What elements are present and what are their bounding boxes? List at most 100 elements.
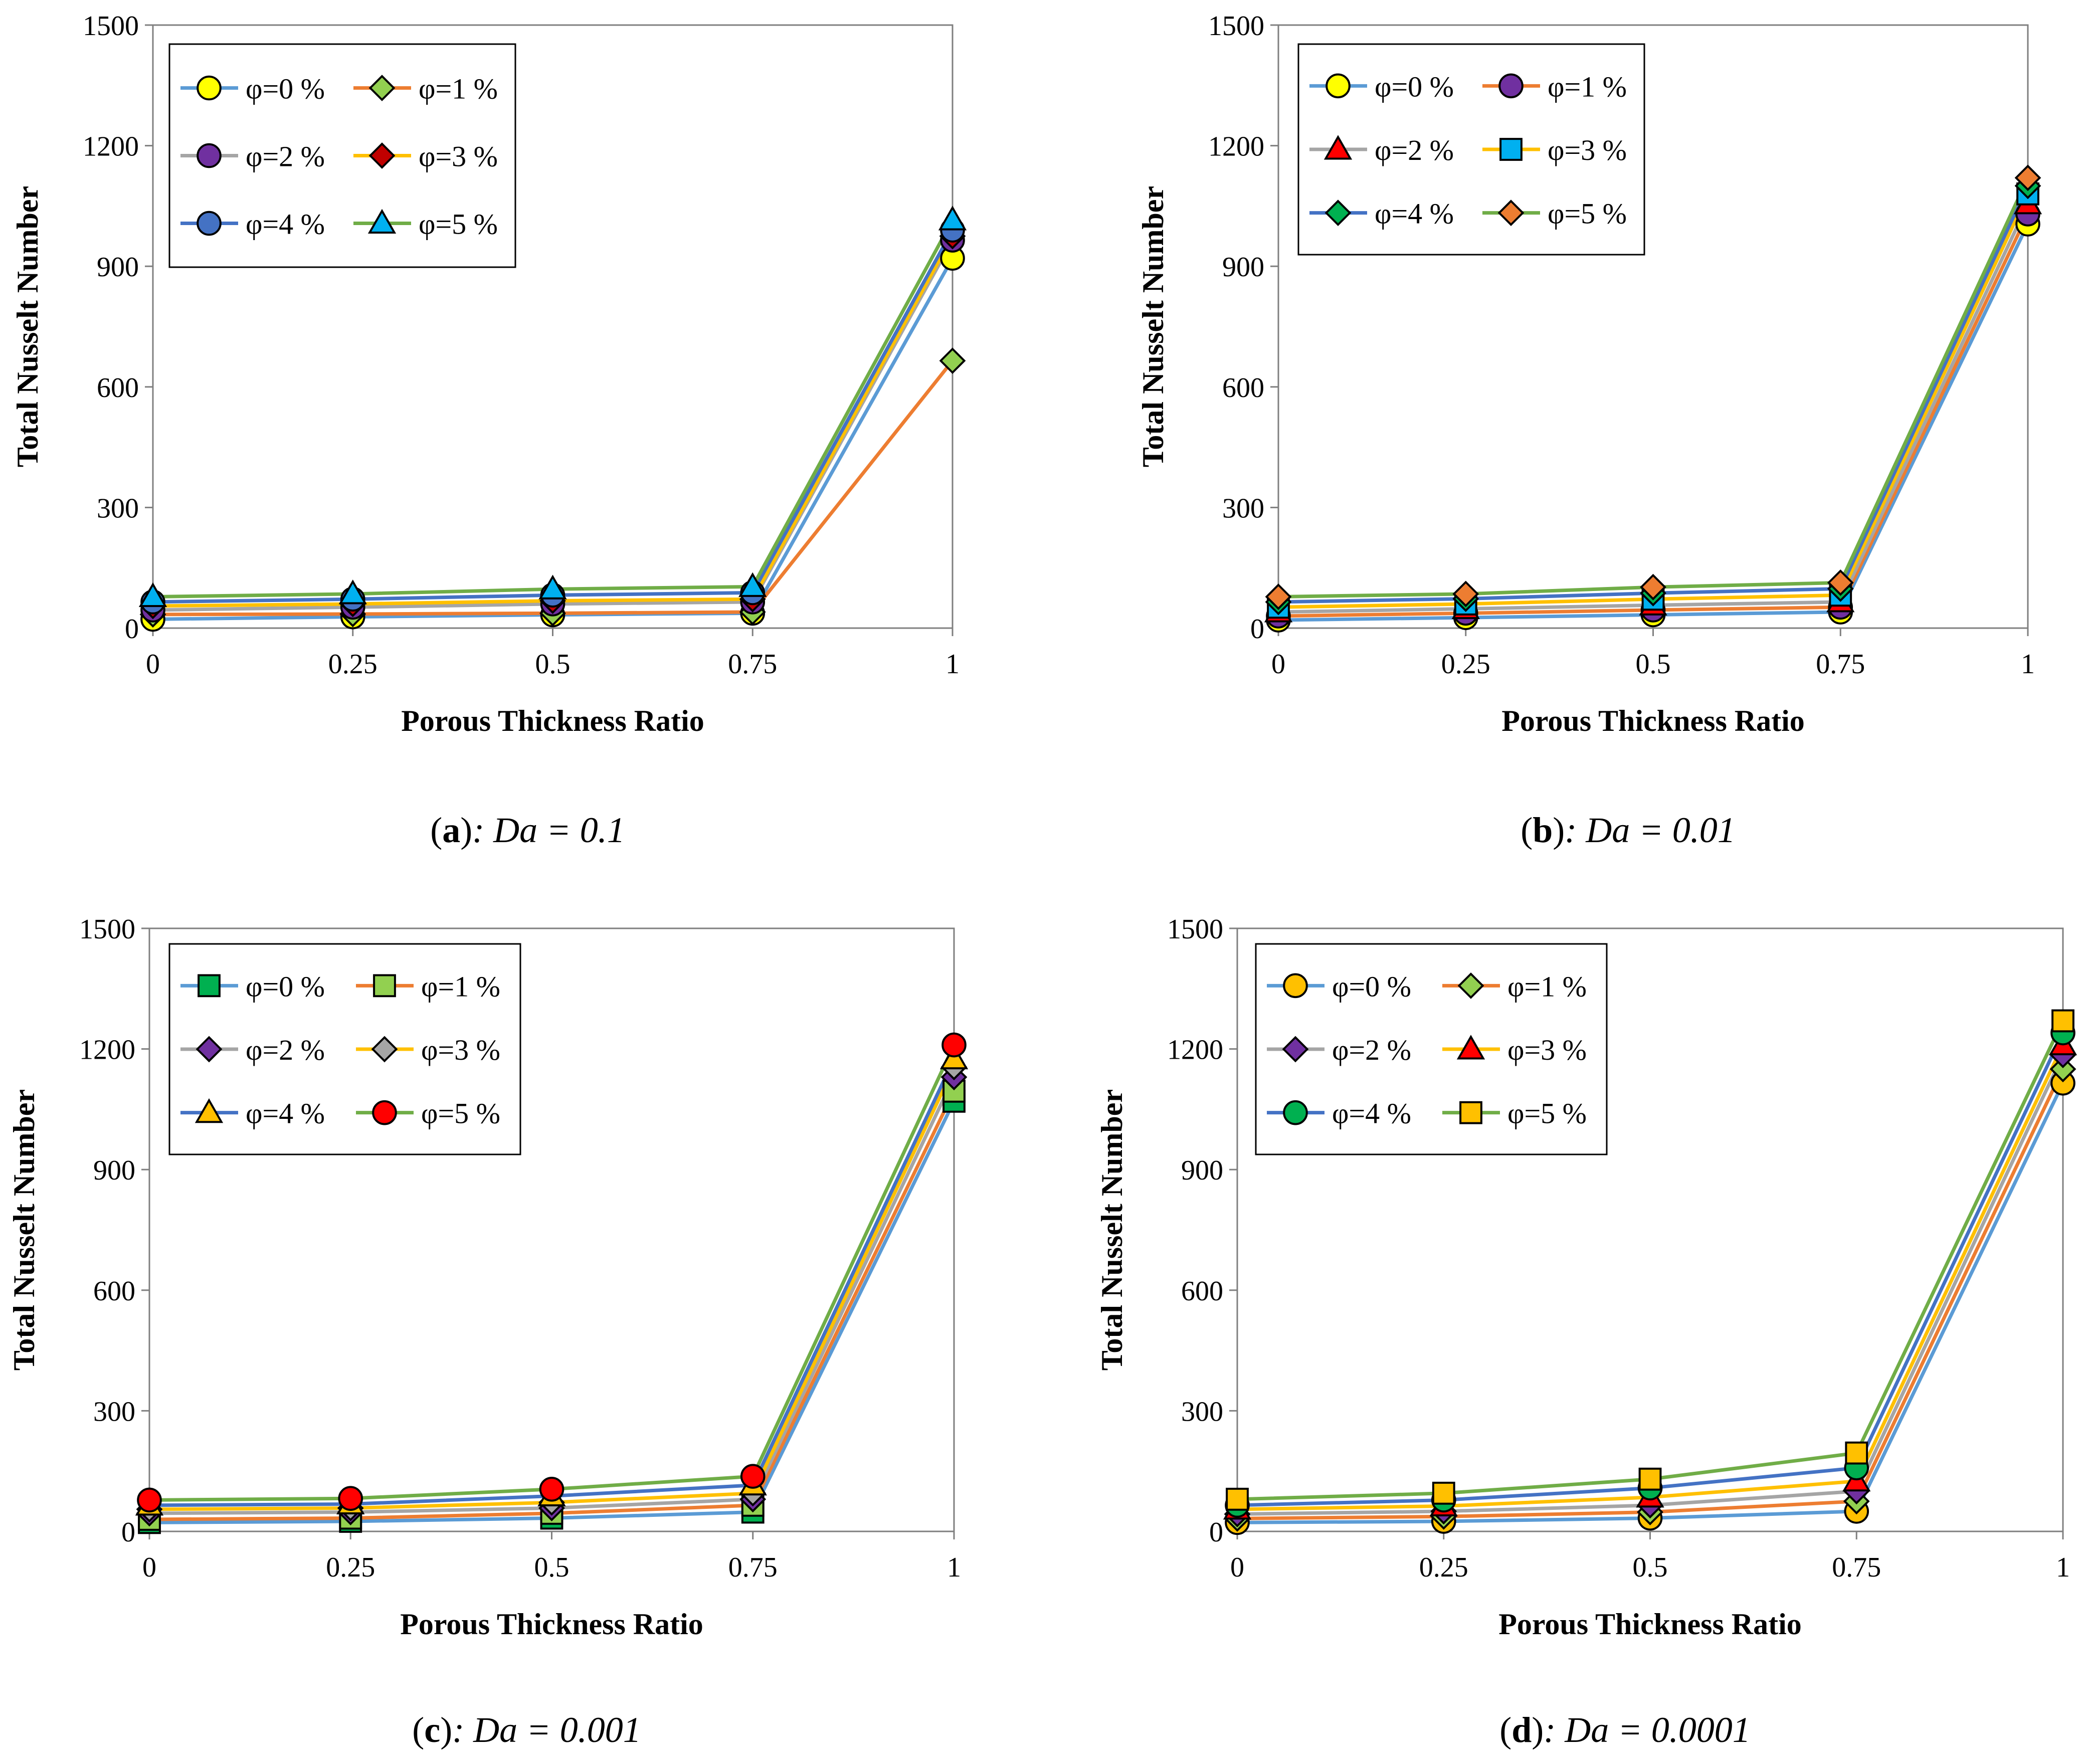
x-tick-label: 0.75 (1832, 1552, 1881, 1583)
legend: φ=0 % φ=1 % φ=2 % φ=3 % φ=4 % φ=5 % (168, 43, 516, 268)
x-tick-label: 1 (945, 649, 960, 680)
caption-text: : Da = 0.001 (452, 1710, 641, 1750)
data-point-s6-2 (1452, 580, 1479, 608)
data-point-s5-5 (939, 1044, 969, 1070)
legend-marker (1283, 973, 1308, 999)
caption-paren: ) (460, 810, 472, 850)
series-line-6 (152, 219, 955, 599)
legend-label: φ=2 % (246, 140, 325, 173)
panel-caption: (a): Da = 0.1 (430, 810, 625, 850)
legend-label: φ=0 % (246, 970, 325, 1003)
y-tick-label: 600 (93, 1276, 135, 1307)
legend-marker (197, 211, 222, 236)
legend-marker (1456, 1035, 1485, 1060)
data-point-s6-2 (338, 1486, 363, 1511)
x-tick-label: 0.5 (535, 649, 571, 680)
data-point-s6-3 (1638, 1467, 1662, 1491)
legend-marker (1499, 138, 1523, 161)
chart-panel-c: 0 300 600 900 1200 1500 0 0.25 0.5 0.75 1 Porous Th… (8, 914, 969, 1750)
legend-label: φ=3 % (1507, 1034, 1587, 1066)
y-tick-label: 600 (97, 372, 139, 404)
x-axis-title: Porous Thickness Ratio (401, 704, 704, 737)
x-axis-title: Porous Thickness Ratio (1501, 704, 1805, 737)
x-tick-label: 1 (2021, 649, 2035, 680)
caption-letter: a (442, 810, 460, 850)
x-axis-title: Porous Thickness Ratio (400, 1608, 703, 1641)
series-line-4 (1278, 193, 2030, 609)
y-tick-label: 900 (97, 252, 139, 283)
x-tick-label: 0.5 (1633, 1552, 1668, 1583)
legend-marker (368, 142, 396, 169)
data-point-s6-5 (2051, 1009, 2074, 1033)
y-tick-label: 1500 (79, 914, 135, 945)
legend-label: φ=3 % (419, 140, 498, 173)
legend-label: φ=1 % (419, 73, 498, 105)
data-point-s6-1 (1226, 1487, 1249, 1511)
x-tick-label: 0.5 (534, 1552, 570, 1583)
y-tick-label: 900 (1181, 1155, 1223, 1186)
x-tick-label: 0.5 (1636, 649, 1671, 680)
y-tick-label: 1500 (1208, 11, 1264, 42)
y-tick-label: 1200 (79, 1035, 135, 1066)
y-tick-label: 0 (1209, 1517, 1223, 1548)
legend-marker (197, 75, 222, 101)
x-tick-label: 0 (146, 649, 160, 680)
y-tick-label: 0 (121, 1517, 135, 1548)
chart-panel-b: 0 300 600 900 1200 1500 0 0.25 0.5 0.75 1 Porous Th… (1136, 11, 2042, 850)
legend-label: φ=3 % (421, 1034, 500, 1066)
legend-label: φ=2 % (1332, 1034, 1411, 1066)
legend-marker (1498, 73, 1524, 99)
legend-marker (1457, 972, 1484, 999)
legend-marker (372, 1100, 397, 1125)
caption-text: : Da = 0.1 (472, 810, 625, 850)
caption-paren: ( (412, 1710, 424, 1750)
caption-paren: ) (440, 1710, 452, 1750)
y-tick-label: 300 (93, 1396, 135, 1427)
legend-marker (198, 974, 221, 998)
y-tick-label: 300 (1222, 493, 1264, 524)
y-axis-title: Total Nusselt Number (1136, 186, 1170, 467)
x-tick-label: 0 (142, 1552, 156, 1583)
data-point-s6-5 (2014, 164, 2041, 191)
y-tick-label: 0 (1250, 614, 1264, 645)
legend-label: φ=0 % (1332, 970, 1411, 1003)
panel-caption: (b): Da = 0.01 (1521, 810, 1736, 850)
series-line-3 (1278, 203, 2030, 614)
x-tick-label: 0.25 (1419, 1552, 1468, 1583)
x-tick-label: 0.75 (728, 1552, 778, 1583)
legend-label: φ=5 % (1548, 198, 1627, 230)
data-point-s6-3 (1640, 573, 1666, 601)
y-axis-title: Total Nusselt Number (8, 1089, 41, 1370)
series-line-5 (152, 229, 955, 604)
x-tick-label: 0 (1230, 1552, 1244, 1583)
x-tick-label: 1 (2056, 1552, 2070, 1583)
caption-paren: ) (1553, 810, 1565, 850)
legend-marker (367, 209, 397, 234)
x-tick-label: 1 (947, 1552, 961, 1583)
caption-letter: d (1511, 1710, 1532, 1750)
legend-marker (368, 75, 396, 101)
data-point-s6-4 (1827, 569, 1854, 596)
panel-caption: (c): Da = 0.001 (412, 1710, 641, 1750)
series-line-2 (1278, 213, 2030, 618)
y-tick-label: 1200 (1167, 1035, 1223, 1066)
data-point-s6-1 (1265, 583, 1292, 610)
data-point-s2-5 (939, 347, 966, 374)
legend-marker (1283, 1100, 1308, 1125)
legend-label: φ=5 % (421, 1097, 500, 1130)
legend-label: φ=5 % (419, 208, 498, 241)
x-tick-label: 0.75 (1816, 649, 1865, 680)
y-tick-label: 900 (1222, 252, 1264, 283)
data-point-s6-4 (738, 572, 767, 597)
legend-marker (1323, 135, 1353, 160)
legend-label: φ=2 % (1375, 134, 1454, 166)
data-point-s6-2 (338, 579, 367, 605)
caption-paren: ( (1499, 1710, 1511, 1750)
caption-text: : Da = 0.01 (1565, 810, 1736, 850)
legend-marker (1325, 73, 1351, 99)
legend-label: φ=1 % (1548, 70, 1627, 103)
y-tick-label: 1500 (1167, 914, 1223, 945)
legend-label: φ=4 % (246, 1097, 325, 1130)
caption-text: : Da = 0.0001 (1544, 1710, 1751, 1750)
